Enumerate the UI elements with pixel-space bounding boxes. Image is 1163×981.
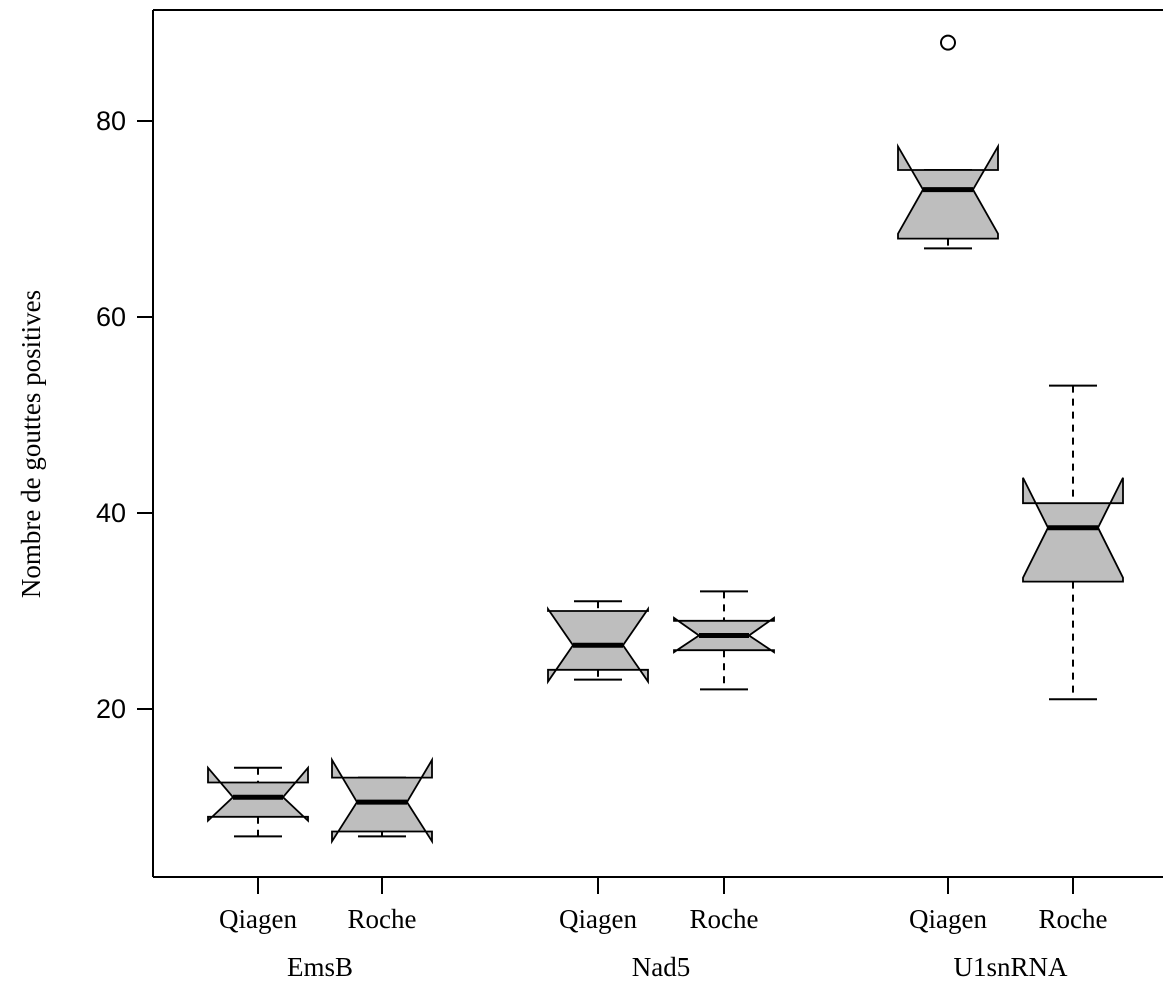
x-tick-label: Qiagen (559, 904, 637, 934)
x-tick-label: Roche (690, 904, 759, 934)
notched-box (897, 143, 999, 240)
y-tick-label: 20 (96, 694, 126, 724)
notched-box (207, 765, 309, 823)
x-tick-label: Qiagen (219, 904, 297, 934)
x-tick-label: Roche (1039, 904, 1108, 934)
y-axis-label: Nombre de gouttes positives (16, 290, 46, 598)
x-tick-label: Roche (348, 904, 417, 934)
outlier-point (940, 34, 956, 51)
y-tick-label: 80 (96, 106, 126, 136)
group-label: EmsB (287, 952, 353, 981)
y-tick-label: 60 (96, 302, 126, 332)
group-label: Nad5 (632, 952, 690, 981)
group-label: U1snRNA (953, 952, 1068, 981)
y-tick-label: 40 (96, 498, 126, 528)
x-tick-label: Qiagen (909, 904, 987, 934)
